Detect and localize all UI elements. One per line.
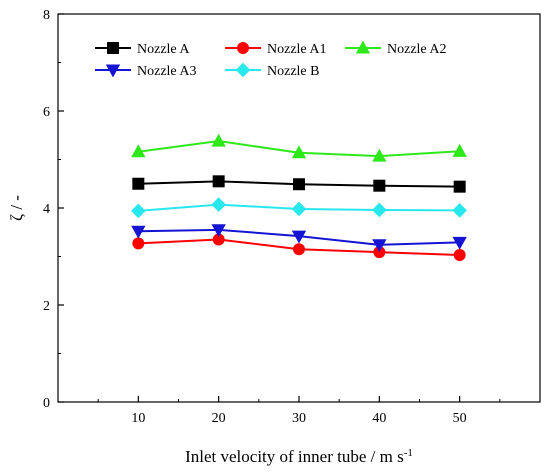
x-tick-label: 10 [131, 411, 145, 426]
legend-item: Nozzle A2 [345, 40, 446, 57]
legend-label: Nozzle A2 [387, 42, 446, 57]
x-axis-title-text: Inlet velocity of inner tube / m s [185, 447, 404, 466]
legend-marker [235, 62, 251, 78]
data-point [291, 230, 307, 244]
data-point [211, 197, 226, 212]
data-point [453, 180, 466, 193]
data-point [211, 133, 226, 147]
y-tick-label: 8 [43, 8, 50, 23]
data-series [131, 133, 467, 262]
data-point [372, 239, 387, 253]
data-point [291, 145, 307, 159]
legend-item: Nozzle A1 [225, 42, 326, 57]
data-point [373, 179, 386, 192]
legend-marker [105, 64, 121, 78]
data-point [132, 177, 145, 190]
data-point [293, 243, 305, 256]
series [131, 224, 467, 253]
y-tick-label: 2 [43, 299, 50, 314]
series [131, 197, 467, 219]
legend-label: Nozzle B [267, 64, 319, 79]
series [131, 133, 467, 162]
data-point [372, 148, 387, 162]
legend-item: Nozzle B [225, 62, 319, 79]
data-point [132, 237, 145, 250]
y-tick-label: 6 [43, 105, 50, 120]
x-tick-label: 50 [453, 411, 467, 426]
data-point [293, 178, 305, 191]
axes: 10 20 30 40 50 0 2 4 6 8 [43, 8, 541, 426]
y-tick-label: 4 [43, 202, 50, 217]
legend-marker [355, 40, 371, 54]
data-point [131, 225, 146, 239]
legend-item: Nozzle A [95, 42, 190, 57]
data-point [452, 236, 467, 250]
data-point [212, 175, 225, 188]
data-point [452, 203, 467, 218]
data-point [291, 201, 307, 217]
data-point [372, 202, 387, 218]
legend-marker [237, 42, 249, 54]
x-tick-label: 40 [372, 411, 386, 426]
legend-label: Nozzle A1 [267, 42, 326, 57]
legend-label: Nozzle A [137, 42, 190, 57]
legend: Nozzle A Nozzle A1 Nozzle A2 Nozzle A3 Nozzl… [95, 40, 446, 79]
data-point [131, 203, 146, 219]
x-axis-title: Inlet velocity of inner tube / m s-1 [185, 447, 413, 466]
x-tick-label: 30 [292, 411, 306, 426]
data-point [452, 143, 467, 157]
x-tick-label: 20 [212, 411, 226, 426]
x-axis-title-superscript: -1 [404, 447, 413, 459]
y-axis-title: ζ / - [7, 195, 26, 221]
series [132, 175, 466, 193]
data-point [131, 144, 146, 158]
legend-item: Nozzle A3 [95, 64, 196, 79]
legend-marker [107, 42, 119, 54]
data-point [453, 249, 466, 262]
y-tick-label: 0 [43, 396, 50, 411]
data-point [211, 224, 226, 238]
legend-label: Nozzle A3 [137, 64, 196, 79]
